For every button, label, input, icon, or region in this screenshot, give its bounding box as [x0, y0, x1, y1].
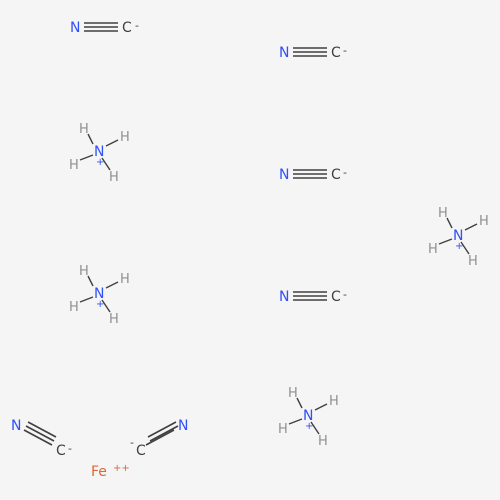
negative-charge: - — [343, 44, 347, 57]
nitrogen-atom: N — [279, 167, 289, 183]
cyanide-ion-3: N C - — [279, 166, 347, 183]
hydrogen-atom: H — [109, 312, 119, 327]
triple-bond — [293, 169, 327, 179]
hydrogen-atom: H — [438, 206, 448, 221]
hydrogen-atom: H — [69, 300, 79, 315]
negative-charge: - — [343, 288, 347, 301]
nitrogen-atom: N — [279, 289, 289, 305]
carbon-atom: C — [331, 45, 341, 61]
cyanide-ion-6: - C N — [130, 418, 188, 459]
triple-bond — [23, 421, 57, 446]
nitrogen-atom: N — [303, 408, 313, 424]
negative-charge: - — [130, 436, 134, 449]
nitrogen-atom: N — [11, 418, 21, 434]
hydrogen-atom: H — [120, 272, 130, 287]
double-positive-charge: ++ — [113, 463, 130, 474]
triple-bond — [293, 47, 327, 57]
positive-charge: + — [455, 241, 463, 252]
iron-ion: Fe ++ — [91, 463, 130, 480]
n-h-bonds — [79, 275, 119, 313]
ammonium-ion-3: N + H H H H — [69, 264, 130, 327]
nitrogen-atom: N — [70, 20, 80, 36]
nitrogen-atom: N — [279, 45, 289, 61]
cyanide-ion-1: N C - — [70, 19, 139, 36]
nitrogen-atom: N — [453, 228, 463, 244]
carbon-atom: C — [331, 289, 341, 305]
iron-atom: Fe — [91, 464, 107, 480]
hydrogen-atom: H — [109, 170, 119, 185]
negative-charge: - — [68, 442, 72, 455]
hydrogen-atom: H — [278, 422, 288, 437]
hydrogen-atom: H — [468, 254, 478, 269]
hydrogen-atom: H — [79, 122, 89, 137]
hydrogen-atom: H — [479, 214, 489, 229]
hydrogen-atom: H — [69, 158, 79, 173]
carbon-atom: C — [136, 443, 146, 459]
hydrogen-atom: H — [428, 242, 438, 257]
cyanide-ion-5: N C - — [11, 418, 72, 459]
n-h-bonds — [79, 133, 119, 171]
negative-charge: - — [343, 166, 347, 179]
hydrogen-atom: H — [120, 130, 130, 145]
hydrogen-atom: H — [79, 264, 89, 279]
cyanide-ion-4: N C - — [279, 288, 347, 305]
hydrogen-atom: H — [318, 434, 328, 449]
triple-bond — [145, 421, 179, 446]
carbon-atom: C — [56, 443, 66, 459]
ammonium-ion-2: N + H H H H — [428, 206, 489, 269]
positive-charge: + — [305, 421, 313, 432]
hydrogen-atom: H — [329, 394, 339, 409]
hydrogen-atom: H — [288, 386, 298, 401]
nitrogen-atom: N — [178, 418, 188, 434]
cyanide-ion-2: N C - — [279, 44, 347, 61]
triple-bond — [293, 291, 327, 301]
ammonium-ion-1: N + H H H H — [69, 122, 130, 185]
n-h-bonds — [438, 217, 478, 255]
triple-bond — [84, 22, 118, 32]
carbon-atom: C — [122, 20, 132, 36]
ammonium-ion-4: N + H H H H — [278, 386, 339, 449]
positive-charge: + — [96, 299, 104, 310]
nitrogen-atom: N — [94, 286, 104, 302]
positive-charge: + — [96, 157, 104, 168]
n-h-bonds — [288, 397, 328, 435]
negative-charge: - — [135, 19, 139, 32]
nitrogen-atom: N — [94, 144, 104, 160]
carbon-atom: C — [331, 167, 341, 183]
